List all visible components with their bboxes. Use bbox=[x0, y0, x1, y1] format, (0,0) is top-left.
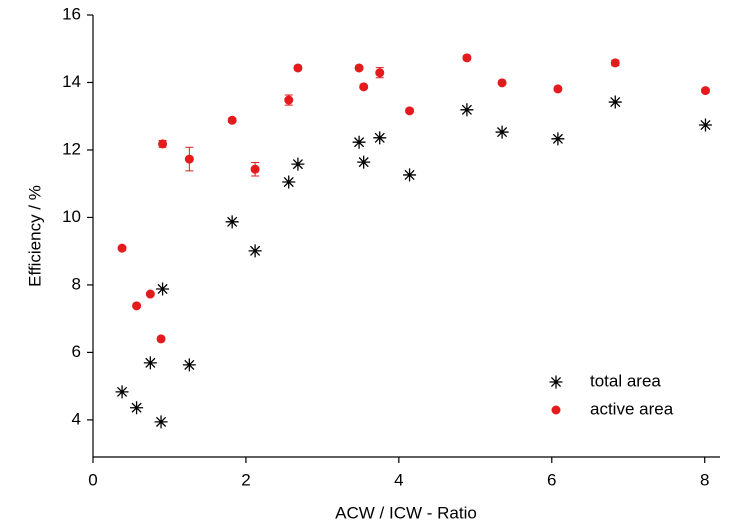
point bbox=[250, 164, 260, 174]
point bbox=[184, 154, 194, 164]
x-tick-label: 0 bbox=[88, 470, 97, 489]
point bbox=[130, 401, 144, 415]
x-tick-label: 2 bbox=[241, 470, 250, 489]
point bbox=[248, 244, 262, 258]
point bbox=[143, 356, 157, 370]
x-tick-label: 8 bbox=[700, 470, 709, 489]
point bbox=[154, 415, 168, 429]
point bbox=[403, 168, 417, 182]
point bbox=[284, 95, 294, 105]
y-tick-label: 4 bbox=[72, 409, 81, 428]
point bbox=[460, 103, 474, 117]
point bbox=[698, 118, 712, 132]
point bbox=[354, 63, 364, 73]
point bbox=[132, 301, 142, 311]
point bbox=[225, 215, 239, 229]
legend-marker bbox=[551, 405, 561, 415]
point bbox=[227, 115, 237, 125]
point bbox=[145, 289, 155, 299]
y-tick-label: 10 bbox=[62, 207, 81, 226]
point bbox=[352, 135, 366, 149]
y-tick-label: 6 bbox=[72, 342, 81, 361]
legend-label: active area bbox=[590, 399, 674, 418]
point bbox=[700, 86, 710, 96]
point bbox=[117, 243, 127, 253]
point bbox=[357, 155, 371, 169]
point bbox=[405, 106, 415, 116]
y-tick-label: 14 bbox=[62, 72, 81, 91]
y-tick-label: 8 bbox=[72, 274, 81, 293]
x-tick-label: 4 bbox=[394, 470, 403, 489]
point bbox=[115, 385, 129, 399]
point bbox=[375, 68, 385, 78]
point bbox=[359, 82, 369, 92]
point bbox=[462, 53, 472, 63]
point bbox=[495, 125, 509, 139]
point bbox=[610, 58, 620, 68]
y-tick-label: 16 bbox=[62, 4, 81, 23]
point bbox=[156, 334, 166, 344]
x-axis-label: ACW / ICW - Ratio bbox=[335, 503, 477, 522]
point bbox=[282, 175, 296, 189]
point bbox=[373, 131, 387, 145]
point bbox=[497, 78, 507, 88]
point bbox=[608, 95, 622, 109]
point bbox=[551, 132, 565, 146]
point bbox=[291, 157, 305, 171]
y-axis-label: Efficiency / % bbox=[25, 185, 44, 287]
point bbox=[182, 358, 196, 372]
y-tick-label: 12 bbox=[62, 139, 81, 158]
legend-label: total area bbox=[590, 371, 661, 390]
legend-marker bbox=[549, 375, 563, 389]
point bbox=[158, 139, 168, 149]
x-tick-label: 6 bbox=[547, 470, 556, 489]
point bbox=[553, 84, 563, 94]
point bbox=[156, 282, 170, 296]
point bbox=[293, 63, 303, 73]
